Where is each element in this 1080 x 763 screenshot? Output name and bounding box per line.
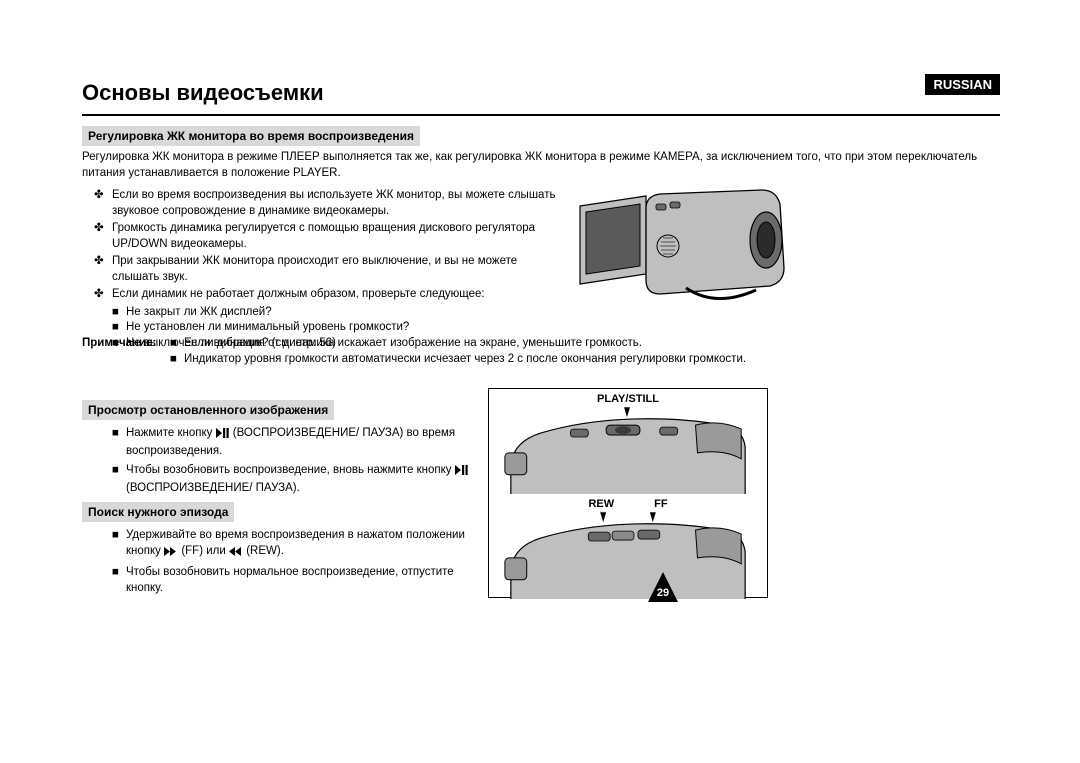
list-text: Чтобы возобновить нормальное воспроизвед…	[126, 565, 472, 596]
list-text: Нажмите кнопку (ВОСПРОИЗВЕДЕНИЕ/ ПАУЗА) …	[126, 426, 472, 459]
text-fragment: (ВОСПРОИЗВЕДЕНИЕ/ ПАУЗА).	[126, 482, 300, 494]
diamond-icon: ✤	[94, 254, 112, 285]
note-label: Примечание:	[82, 336, 170, 367]
sub-bullet-item: ■Не закрыт ли ЖК дисплей?	[112, 305, 564, 321]
square-icon: ■	[112, 528, 126, 561]
manual-page: RUSSIAN Основы видеосъемки Регулировка Ж…	[82, 74, 1000, 622]
square-icon: ■	[170, 352, 184, 368]
section1-bullet-list: ✤Если во время воспроизведения вы исполь…	[94, 188, 564, 351]
square-icon: ■	[170, 336, 184, 352]
section1-paragraph: Регулировка ЖК монитора в режиме ПЛЕЕР в…	[82, 150, 1000, 181]
section1-heading: Регулировка ЖК монитора во время воспрои…	[82, 126, 420, 146]
page-title: Основы видеосъемки	[82, 80, 324, 106]
list-text: Чтобы возобновить воспроизведение, вновь…	[126, 463, 472, 496]
text-fragment: (REW).	[246, 545, 284, 557]
bullet-item: ✤Громкость динамика регулируется с помощ…	[94, 221, 564, 252]
play-pause-icon	[455, 465, 469, 481]
rew-icon	[229, 546, 243, 562]
list-item: ■ Чтобы возобновить воспроизведение, вно…	[112, 463, 472, 496]
note-item: ■Индикатор уровня громкости автоматическ…	[170, 352, 1000, 368]
control-illustrations: PLAY/STILL REW	[488, 388, 768, 598]
bullet-text: Если во время воспроизведения вы использ…	[112, 188, 564, 219]
rew-ff-illustration: REW FF	[489, 494, 767, 599]
language-badge: RUSSIAN	[925, 74, 1000, 95]
section-search: Поиск нужного эпизода ■ Удерживайте во в…	[82, 502, 472, 600]
note-block: Примечание: ■Если вибрация от динамика и…	[82, 336, 1000, 367]
diamond-icon: ✤	[94, 188, 112, 219]
section-still-view: Просмотр остановленного изображения ■ На…	[82, 400, 472, 500]
page-number: 29	[657, 587, 669, 599]
note-text: Индикатор уровня громкости автоматически…	[184, 352, 746, 368]
bullet-item: ✤При закрывании ЖК монитора происходит е…	[94, 254, 564, 285]
title-rule	[82, 114, 1000, 116]
square-icon: ■	[112, 565, 126, 596]
sub-bullet-text: Не закрыт ли ЖК дисплей?	[126, 305, 272, 321]
play-pause-icon	[216, 428, 230, 444]
bullet-item: ✤Если динамик не работает должным образо…	[94, 287, 564, 303]
sub-bullet-item: ■Не установлен ли минимальный уровень гр…	[112, 320, 564, 336]
list-item: ■ Нажмите кнопку (ВОСПРОИЗВЕДЕНИЕ/ ПАУЗА…	[112, 426, 472, 459]
section-lcd-adjust: Регулировка ЖК монитора во время воспрои…	[82, 126, 1000, 181]
square-icon: ■	[112, 320, 126, 336]
bullet-text: Если динамик не работает должным образом…	[112, 287, 564, 303]
page-number-badge: 29	[648, 572, 678, 602]
diamond-icon: ✤	[94, 287, 112, 303]
text-fragment: Чтобы возобновить воспроизведение, вновь…	[126, 464, 455, 476]
bullet-text: При закрывании ЖК монитора происходит ег…	[112, 254, 564, 285]
text-fragment: (FF) или	[181, 545, 229, 557]
note-text: Если вибрация от динамика искажает изобр…	[184, 336, 642, 352]
list-text: Удерживайте во время воспроизведения в н…	[126, 528, 472, 561]
square-icon: ■	[112, 305, 126, 321]
list-item: ■ Удерживайте во время воспроизведения в…	[112, 528, 472, 561]
sub-bullet-text: Не установлен ли минимальный уровень гро…	[126, 320, 409, 336]
note-item: ■Если вибрация от динамика искажает изоб…	[170, 336, 1000, 352]
diamond-icon: ✤	[94, 221, 112, 252]
section3-heading: Поиск нужного эпизода	[82, 502, 234, 522]
text-fragment: Нажмите кнопку	[126, 427, 216, 439]
play-still-illustration: PLAY/STILL	[489, 389, 767, 494]
section2-heading: Просмотр остановленного изображения	[82, 400, 334, 420]
camcorder-illustration	[572, 184, 792, 314]
bullet-item: ✤Если во время воспроизведения вы исполь…	[94, 188, 564, 219]
bullet-text: Громкость динамика регулируется с помощь…	[112, 221, 564, 252]
square-icon: ■	[112, 463, 126, 496]
list-item: ■ Чтобы возобновить нормальное воспроизв…	[112, 565, 472, 596]
square-icon: ■	[112, 426, 126, 459]
note-items: ■Если вибрация от динамика искажает изоб…	[170, 336, 1000, 367]
ff-icon	[164, 546, 178, 562]
